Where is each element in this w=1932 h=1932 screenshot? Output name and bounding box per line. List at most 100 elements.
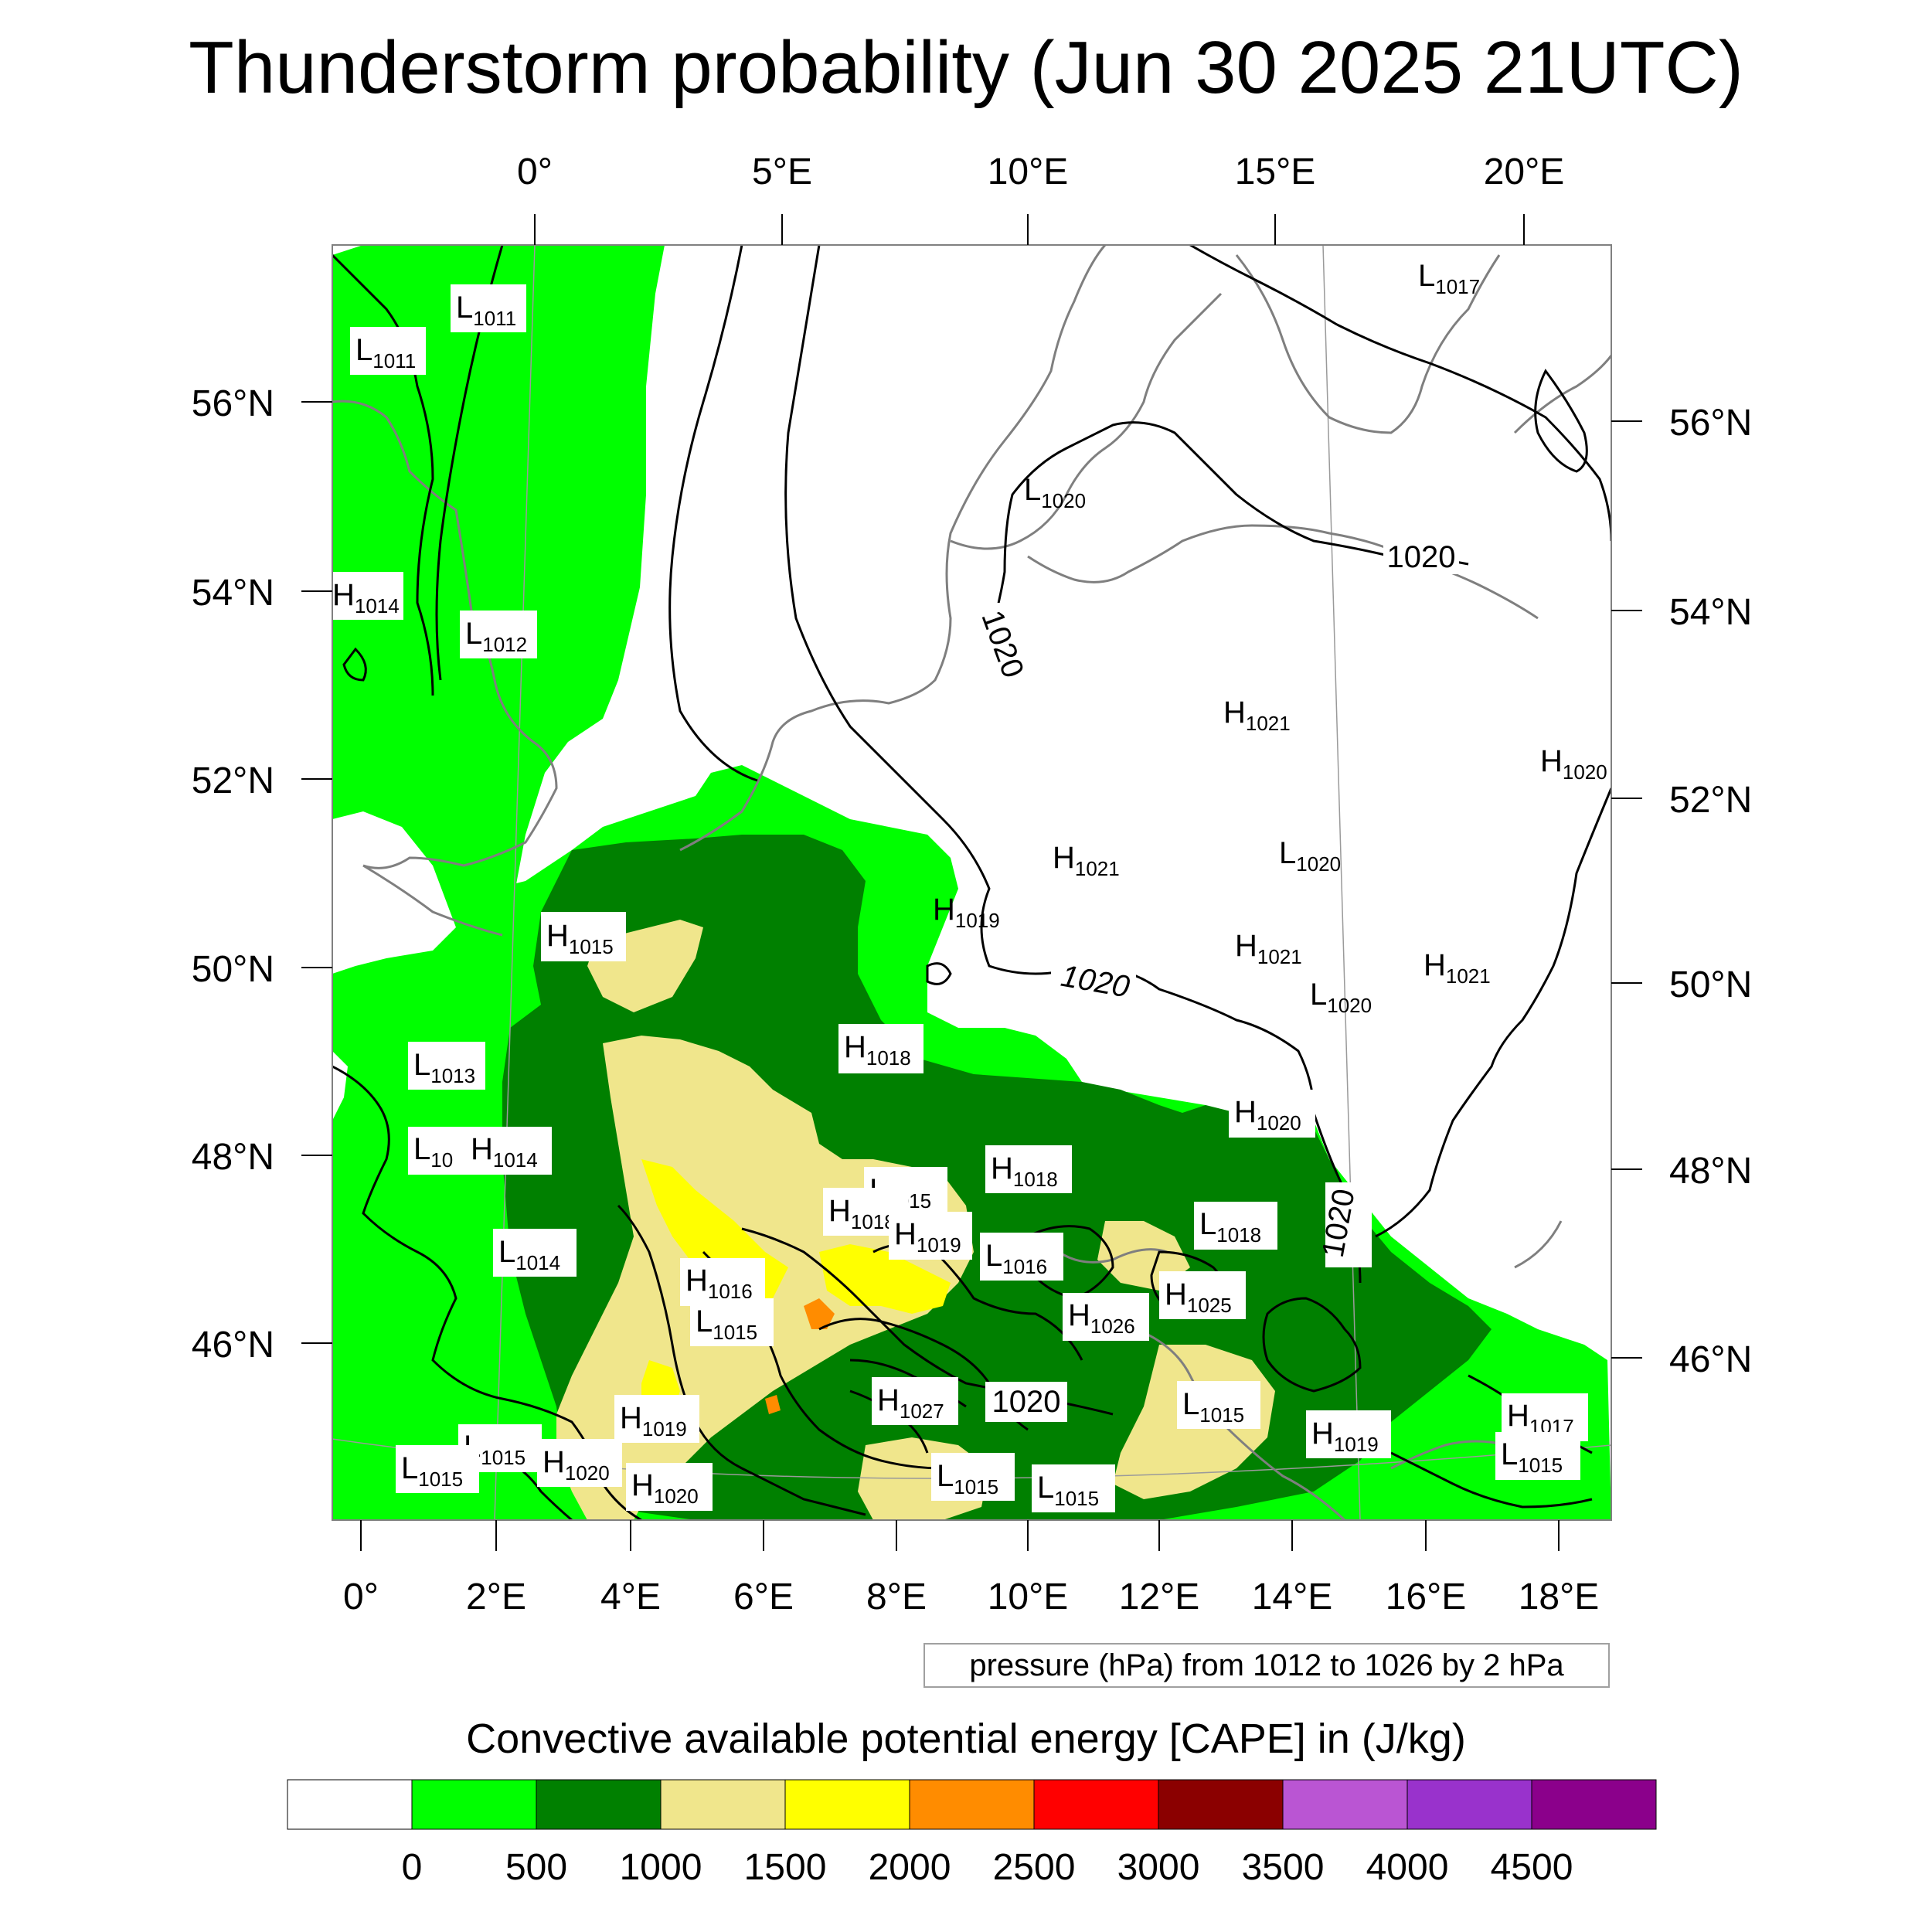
svg-text:H1020: H1020 xyxy=(543,1445,610,1485)
svg-text:H1025: H1025 xyxy=(1165,1277,1232,1317)
pressure-center: L1015 xyxy=(396,1445,479,1493)
svg-text:H1021: H1021 xyxy=(1223,696,1291,735)
pressure-center: L1015 xyxy=(1032,1464,1115,1512)
pressure-center: H1021 xyxy=(1235,929,1302,968)
svg-text:H1027: H1027 xyxy=(877,1383,944,1423)
pressure-center: H1026 xyxy=(1063,1293,1149,1341)
svg-text:L1018: L1018 xyxy=(1199,1207,1261,1247)
pressure-center: H1018 xyxy=(985,1145,1072,1193)
pressure-center: L1014 xyxy=(493,1229,577,1277)
svg-text:H1026: H1026 xyxy=(1068,1298,1135,1338)
top-axis-label: 5°E xyxy=(752,151,812,192)
svg-text:H1021: H1021 xyxy=(1423,948,1491,988)
colorbar-swatch xyxy=(536,1779,662,1830)
top-axis xyxy=(534,214,1525,245)
colorbar-tick-label: 1000 xyxy=(620,1847,702,1888)
pressure-center: H1016 xyxy=(680,1258,765,1306)
colorbar-swatch xyxy=(287,1779,413,1830)
colorbar-tick-label: 4500 xyxy=(1491,1847,1573,1888)
left-axis-label: 46°N xyxy=(192,1325,274,1366)
colorbar-swatch xyxy=(1282,1779,1408,1830)
colorbar-tick-label: 2500 xyxy=(993,1847,1076,1888)
right-axis-label: 50°N xyxy=(1669,964,1752,1005)
right-axis-label: 54°N xyxy=(1669,592,1752,633)
pressure-center: H1018 xyxy=(838,1024,923,1073)
svg-text:H1019: H1019 xyxy=(620,1401,687,1440)
bottom-axis-label: 0° xyxy=(343,1577,379,1617)
bottom-axis-label: 2°E xyxy=(466,1577,526,1617)
svg-text:L1015: L1015 xyxy=(937,1459,998,1498)
bottom-axis xyxy=(360,1520,1560,1551)
svg-text:L1011: L1011 xyxy=(456,291,516,330)
colorbar-swatch xyxy=(1406,1779,1532,1830)
top-axis-label: 15°E xyxy=(1235,151,1316,192)
pressure-note: pressure (hPa) from 1012 to 1026 by 2 hP… xyxy=(923,1643,1610,1688)
colorbar-tick-label: 1500 xyxy=(744,1847,827,1888)
right-axis-label: 48°N xyxy=(1669,1151,1752,1192)
pressure-center: H1027 xyxy=(872,1377,958,1425)
cape-region-2000-2500-b xyxy=(765,1395,781,1414)
bottom-axis-label: 12°E xyxy=(1119,1577,1200,1617)
bottom-axis-label: 10°E xyxy=(988,1577,1069,1617)
left-axis xyxy=(301,401,332,1344)
svg-text:L1015: L1015 xyxy=(1037,1471,1099,1510)
svg-text:L10: L10 xyxy=(413,1132,453,1172)
pressure-center: L1012 xyxy=(460,611,537,658)
left-axis-label: 54°N xyxy=(192,573,274,614)
right-axis-label: 56°N xyxy=(1669,403,1752,444)
pressure-center: H1019 xyxy=(614,1395,699,1443)
colorbar-swatch xyxy=(1033,1779,1159,1830)
pressure-center: L1020 xyxy=(1024,473,1086,512)
left-axis-label: 50°N xyxy=(192,949,274,990)
svg-text:L1020: L1020 xyxy=(1310,978,1372,1017)
svg-text:L1015: L1015 xyxy=(1501,1437,1563,1477)
pressure-center: H1020 xyxy=(537,1439,622,1487)
svg-text:H1019: H1019 xyxy=(1311,1417,1379,1456)
colorbar-swatch xyxy=(660,1779,786,1830)
pressure-center: H1020 xyxy=(1229,1090,1315,1138)
right-axis-label: 52°N xyxy=(1669,780,1752,821)
colorbar-tick-label: 2000 xyxy=(869,1847,951,1888)
cape-region-1500-2000-central xyxy=(819,1244,951,1314)
pressure-center: L1016 xyxy=(980,1233,1063,1281)
pressure-center: H1019 xyxy=(889,1212,972,1260)
isobar-labels: 1020 1020 1020 1020 1020 xyxy=(970,536,1459,1422)
svg-text:H1020: H1020 xyxy=(1234,1095,1301,1134)
bottom-axis-label: 8°E xyxy=(866,1577,927,1617)
pressure-center: L1011 xyxy=(350,327,426,375)
svg-text:L1012: L1012 xyxy=(465,617,527,656)
colorbar-swatch xyxy=(411,1779,537,1830)
colorbar-swatch xyxy=(784,1779,910,1830)
svg-text:L1015: L1015 xyxy=(401,1451,463,1491)
top-axis-label: 10°E xyxy=(988,151,1069,192)
pressure-center: H1019 xyxy=(933,893,1000,932)
svg-text:L1020: L1020 xyxy=(1024,473,1086,512)
pressure-center: H1019 xyxy=(1306,1410,1391,1458)
svg-text:H1014: H1014 xyxy=(332,578,400,617)
pressure-center: L1015 xyxy=(1495,1432,1580,1480)
left-axis-label: 52°N xyxy=(192,760,274,801)
svg-text:H1021: H1021 xyxy=(1235,929,1302,968)
bottom-axis-label: 4°E xyxy=(600,1577,661,1617)
pressure-center: L1020 xyxy=(1310,978,1372,1017)
svg-text:L1013: L1013 xyxy=(413,1048,475,1087)
svg-text:H1018: H1018 xyxy=(844,1030,911,1070)
left-axis-label: 48°N xyxy=(192,1137,274,1178)
svg-text:H1019: H1019 xyxy=(933,893,1000,932)
pressure-center: H1014 xyxy=(465,1127,552,1175)
svg-text:L1011: L1011 xyxy=(355,333,416,372)
colorbar-tick-label: 500 xyxy=(505,1847,567,1888)
svg-text:L1016: L1016 xyxy=(985,1239,1047,1278)
svg-text:L1017: L1017 xyxy=(1418,259,1480,298)
svg-text:H1021: H1021 xyxy=(1053,841,1120,880)
pressure-center: H1018 xyxy=(823,1188,908,1236)
pressure-center: L10 xyxy=(408,1127,471,1175)
colorbar-swatch xyxy=(909,1779,1035,1830)
top-axis-label: 20°E xyxy=(1484,151,1565,192)
bottom-axis-label: 6°E xyxy=(733,1577,794,1617)
isobar-label: 1020 xyxy=(992,1385,1061,1419)
pressure-center: H1021 xyxy=(1223,696,1291,735)
colorbar-title: Convective available potential energy [C… xyxy=(466,1716,1466,1762)
svg-text:H1018: H1018 xyxy=(828,1194,896,1233)
